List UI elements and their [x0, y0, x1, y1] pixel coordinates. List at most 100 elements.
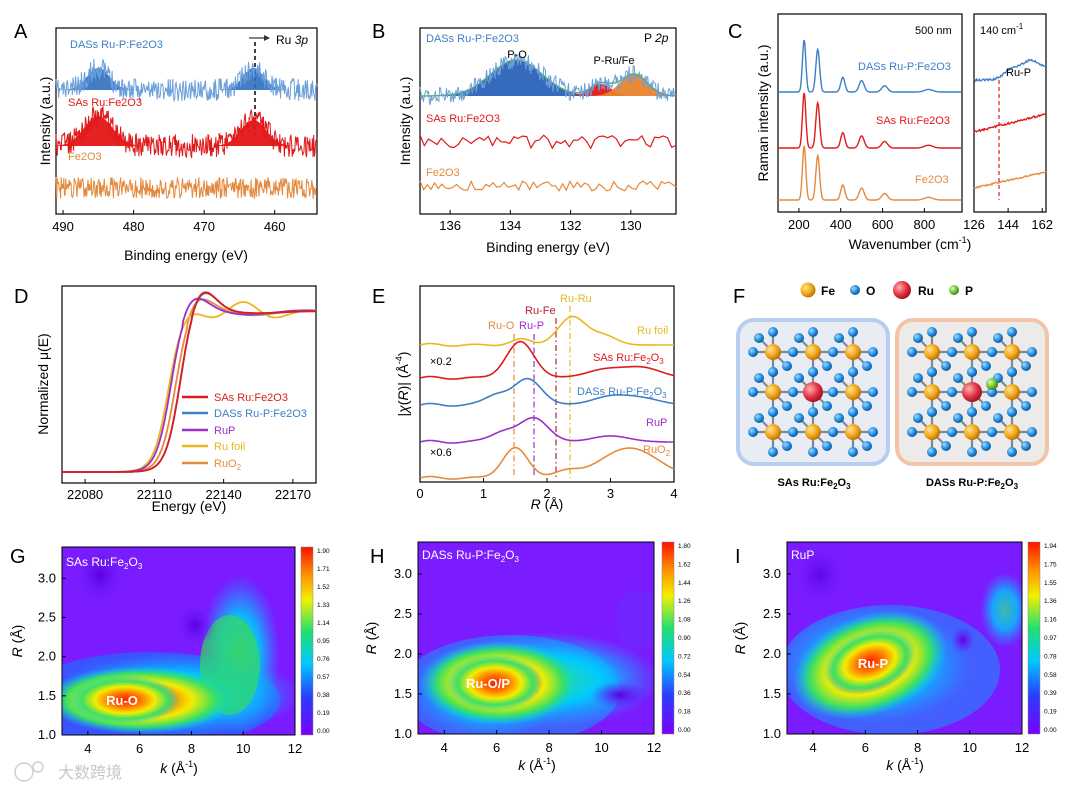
- panel-f-o-atom: [794, 333, 804, 343]
- panel-f-legend-fe: Fe: [821, 284, 835, 298]
- I-ticks-xtick-label: 6: [862, 740, 869, 755]
- panel-f-caption-dass: DASs Ru-P:Fe2O3: [926, 477, 1019, 491]
- panel-f-fe-atom: [845, 344, 861, 360]
- panel-c-dass-trace: [778, 39, 961, 93]
- C-ticks-xtick-label: 126: [963, 217, 985, 232]
- panel-f-o-atom: [981, 441, 991, 451]
- E-ticks-xtick-label: 3: [607, 486, 614, 501]
- panel-h-frame: [417, 541, 655, 735]
- panel-f-o-atom: [768, 447, 778, 457]
- panel-b-dass-trace: [419, 53, 677, 105]
- panel-f-o-atom: [953, 333, 963, 343]
- panel-c-annot-rup: Ru-P: [1006, 67, 1031, 79]
- panel-h-ylabel: R (Å): [363, 622, 379, 655]
- panel-d-legend: SAs Ru:Fe2O3 DASs Ru-P:Fe2O3 RuP Ru foil…: [182, 392, 307, 472]
- panel-letter-g: G: [10, 546, 26, 568]
- I-ticks-cbar-label: 0.00: [1044, 727, 1057, 734]
- panel-g-colorbar: [300, 546, 314, 736]
- panel-f-o-atom: [748, 387, 758, 397]
- panel-f-o-atom: [953, 413, 963, 423]
- panel-f-o-atom: [848, 327, 858, 337]
- C-ticks-xtick-label: 400: [830, 217, 852, 232]
- panel-a-ylabel: Intensity (a.u.): [37, 77, 53, 166]
- panel-f-fe-atom: [1004, 344, 1020, 360]
- H-ticks-cbar-label: 1.80: [678, 543, 691, 550]
- panel-e-curve-ruo2: [419, 446, 675, 480]
- H-ticks-xtick-label: 12: [647, 740, 661, 755]
- panel-f-o-atom: [828, 387, 838, 397]
- panel-f-o-atom: [794, 373, 804, 383]
- panel-i-ticks: 4 6 8 10 12 1.0 1.5 2.0 2.5 3.0 1.94 1.75 1.55 1.36 1.…: [763, 543, 1057, 755]
- panel-f-o-atom: [748, 347, 758, 357]
- panel-h-heatmap: [418, 542, 654, 734]
- E-ticks-xtick-label: 2: [543, 486, 550, 501]
- G-ticks-cbar-label: 1.71: [317, 566, 330, 573]
- H-ticks-cbar-label: 1.62: [678, 561, 691, 568]
- panel-g-xlabel: k (Å-1): [160, 759, 198, 776]
- panel-c-label-fe2o3: Fe2O3: [915, 174, 949, 186]
- watermark-logo-icon: [14, 762, 34, 782]
- A-ticks-xtick-label: 460: [264, 219, 286, 234]
- panel-a-dass-trace: [55, 58, 318, 103]
- panel-b-fe2o3-trace: [419, 179, 677, 193]
- H-ticks-cbar-label: 0.72: [678, 653, 691, 660]
- G-ticks-ytick-label: 1.5: [38, 688, 56, 703]
- panel-e-curve-sas: [419, 340, 675, 380]
- panel-f-o-atom: [907, 387, 917, 397]
- panel-f-fe-atom: [805, 424, 821, 440]
- panel-f-o-atom: [788, 347, 798, 357]
- panel-e-label-sas: SAs Ru:Fe2O3: [593, 352, 664, 366]
- G-ticks-xtick-label: 6: [136, 741, 143, 756]
- panel-f-o-atom: [927, 327, 937, 337]
- I-ticks-cbar-label: 1.75: [1044, 561, 1057, 568]
- panel-f-fe-atom: [924, 384, 940, 400]
- panel-i-ylabel: R (Å): [732, 622, 748, 655]
- panel-e-marker-ruru-label: Ru-Ru: [560, 293, 592, 305]
- panel-f-o-atom: [768, 407, 778, 417]
- I-ticks-cbar-label: 0.39: [1044, 690, 1057, 697]
- panel-f-o-atom: [1007, 327, 1017, 337]
- G-ticks-cbar-label: 0.76: [317, 656, 330, 663]
- I-ticks-ytick-label: 1.5: [763, 686, 781, 701]
- panel-f-o-atom: [782, 361, 792, 371]
- panel-i-colorbar: [1027, 541, 1041, 735]
- panel-f-legend-p: P: [965, 284, 973, 298]
- panel-f-o-atom: [768, 367, 778, 377]
- C-ticks-xtick-label: 200: [788, 217, 810, 232]
- panel-a-frame: [55, 27, 318, 215]
- H-ticks-ytick-label: 2.5: [394, 606, 412, 621]
- B-ticks-xtick-label: 132: [560, 218, 582, 233]
- panel-d-frame: [61, 285, 317, 484]
- panel-f-o-atom: [862, 441, 872, 451]
- panel-e-label-rup: RuP: [646, 417, 667, 429]
- panel-a-xlabel: Binding energy (eV): [124, 247, 248, 263]
- D-ticks-xtick-label: 22110: [137, 487, 172, 502]
- panel-b: P 2p DASs Ru-P:Fe2O3 P-O P-Ru/Fe SAs Ru:…: [397, 27, 677, 255]
- panel-f: Fe O Ru P SAs Ru:Fe2O3 DASs Ru-P:Fe2O3: [736, 281, 1049, 491]
- panel-f-fe-atom: [845, 384, 861, 400]
- panel-b-label-dass: DASs Ru-P:Fe2O3: [426, 33, 519, 45]
- C-ticks-xtick-label: 600: [872, 217, 894, 232]
- panel-f-o-atom: [953, 373, 963, 383]
- panel-f-o-atom: [1021, 361, 1031, 371]
- panel-g-heatmap: [62, 547, 295, 735]
- A-ticks-xtick-label: 470: [193, 219, 215, 234]
- panel-f-o-atom: [941, 441, 951, 451]
- I-ticks-ytick-label: 1.0: [763, 726, 781, 741]
- panel-f-o-atom: [822, 401, 832, 411]
- H-ticks-cbar-label: 1.08: [678, 617, 691, 624]
- H-ticks-ytick-label: 1.0: [394, 726, 412, 741]
- panel-i: RuP Ru-P 4 6 8 10 12 1.0 1.5 2.0 2.5 3.0 1.94 1.75 1…: [732, 541, 1057, 773]
- panel-f-o-atom: [868, 427, 878, 437]
- H-ticks-cbar-label: 0.00: [678, 727, 691, 734]
- watermark: 大数跨境: [14, 761, 122, 782]
- panel-f-fe-atom: [924, 424, 940, 440]
- panel-e-label-dass: DASs Ru-P:Fe2O3: [577, 386, 667, 400]
- panel-f-o-atom: [754, 333, 764, 343]
- panel-f-o-atom: [868, 347, 878, 357]
- H-ticks-xtick-label: 10: [594, 740, 608, 755]
- I-ticks-cbar-label: 0.19: [1044, 709, 1057, 716]
- panel-f-ru-atom: [962, 382, 982, 402]
- H-ticks-cbar-label: 1.44: [678, 580, 691, 587]
